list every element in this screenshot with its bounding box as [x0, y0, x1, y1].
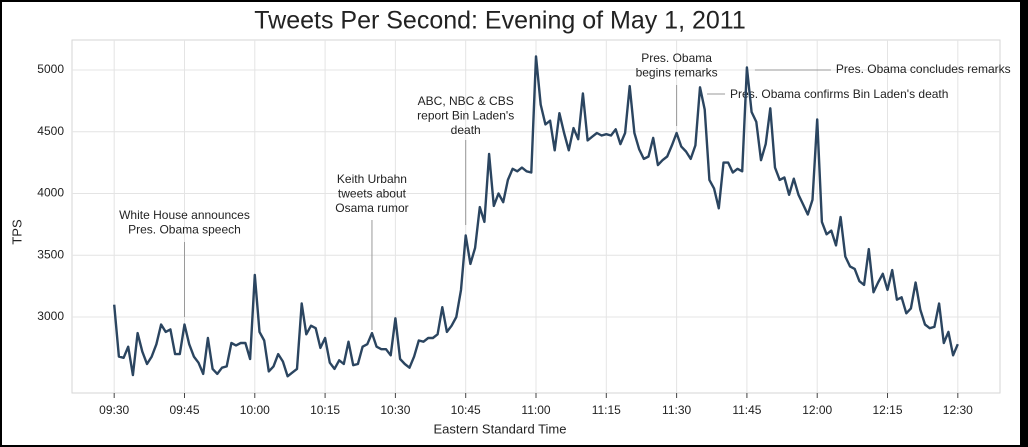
y-tick-label: 5000 [37, 62, 64, 76]
annotation-text: Keith Urbahn [337, 172, 407, 186]
y-axis-label: TPS [9, 219, 24, 245]
y-tick-label: 4000 [37, 186, 64, 200]
annotation-text: Osama rumor [335, 201, 408, 215]
x-tick-label: 09:45 [169, 403, 199, 417]
x-tick-label: 10:00 [240, 403, 270, 417]
annotation-text: Pres. Obama concludes remarks [836, 62, 1011, 76]
x-tick-label: 12:15 [872, 403, 902, 417]
x-tick-label: 12:00 [802, 403, 832, 417]
x-tick-label: 11:45 [732, 403, 761, 417]
x-tick-label: 10:45 [451, 403, 481, 417]
annotation-text: tweets about [338, 187, 407, 201]
annotation-text: Pres. Obama confirms Bin Laden's death [730, 87, 948, 101]
annotation-text: Pres. Obama speech [128, 223, 241, 237]
x-tick-label: 11:30 [662, 403, 691, 417]
x-tick-label: 11:00 [521, 403, 550, 417]
data-line [113, 55, 959, 378]
x-tick-label: 12:30 [943, 403, 973, 417]
annotation-text: death [451, 123, 481, 137]
x-axis-label: Eastern Standard Time [434, 421, 567, 436]
annotation-text: Pres. Obama [641, 51, 712, 65]
y-tick-label: 4500 [37, 124, 64, 138]
y-tick-label: 3000 [37, 309, 64, 323]
x-tick-label: 10:15 [310, 403, 340, 417]
annotation-text: ABC, NBC & CBS [418, 94, 514, 108]
x-tick-label: 10:30 [380, 403, 410, 417]
annotation-text: White House announces [119, 208, 250, 222]
x-tick-label: 09:30 [99, 403, 129, 417]
y-tick-label: 3500 [37, 247, 64, 261]
chart-title: Tweets Per Second: Evening of May 1, 201… [254, 7, 746, 35]
x-tick-label: 11:15 [592, 403, 621, 417]
annotation-text: begins remarks [636, 66, 718, 80]
annotation-text: report Bin Laden's [417, 109, 514, 123]
